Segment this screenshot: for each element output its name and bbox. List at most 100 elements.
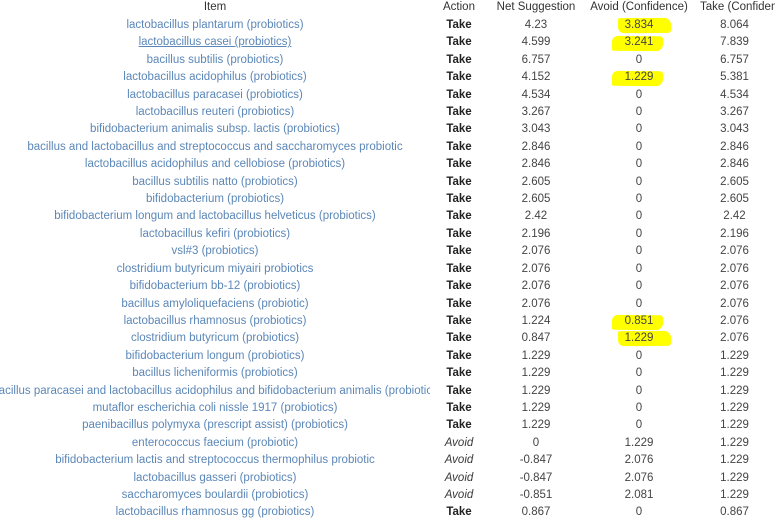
table-row[interactable]: lactobacillus gasseri (probiotics) Avoid -… — [0, 470, 775, 487]
item-link[interactable]: lactobacillus gasseri (probiotics) — [133, 471, 297, 484]
item-link[interactable]: lactobacillus rhamnosus (probiotics) — [123, 314, 307, 327]
column-header-net-suggestion[interactable]: Net Suggestion — [496, 1, 576, 13]
table-row[interactable]: bifidobacterium longum and lactobacillus… — [0, 208, 775, 225]
item-link[interactable]: clostridium butyricum (probiotics) — [130, 332, 300, 345]
item-link[interactable]: lactobacillus acidophilus (probiotics) — [123, 71, 307, 84]
item-link[interactable]: saccharomyces boulardii (probiotics) — [121, 488, 309, 501]
item-link[interactable]: mutaflor escherichia coli nissle 1917 (p… — [92, 401, 338, 414]
table-row[interactable]: lactobacillus paracasei (probiotics) Take… — [0, 87, 775, 104]
cell-net-suggestion: -0.847 — [519, 454, 553, 467]
table-row[interactable]: saccharomyces boulardii (probiotics) Avoi… — [0, 487, 775, 504]
cell-take-confidence: 2.076 — [720, 297, 749, 310]
item-link[interactable]: lactobacillus rhamnosus gg (probiotics) — [115, 506, 315, 519]
cell-take-confidence: 1.229 — [720, 471, 749, 484]
table-row[interactable]: bifidobacterium longum (probiotics) Take 1… — [0, 348, 775, 365]
item-link[interactable]: bacillus subtilis (probiotics) — [146, 53, 284, 66]
table-row[interactable]: bacillus licheniformis (probiotics) Take 1… — [0, 365, 775, 382]
table-row[interactable]: vsl#3 (probiotics) Take 2.076 0 2.076 — [0, 243, 775, 260]
cell-take-confidence: 3.267 — [720, 106, 749, 119]
table-row[interactable]: bifidobacterium lactis and streptococcus… — [0, 452, 775, 469]
item-link[interactable]: bifidobacterium bb-12 (probiotics) — [129, 280, 301, 293]
cell-take-confidence: 2.076 — [720, 245, 749, 258]
cell-take-confidence: 1.229 — [720, 488, 749, 501]
cell-action: Take — [446, 88, 472, 101]
item-link[interactable]: bifidobacterium animalis subsp. lactis (… — [90, 123, 340, 136]
cell-avoid-confidence: 0 — [635, 419, 643, 432]
cell-take-confidence: 1.229 — [720, 367, 749, 380]
cell-take-confidence: 1.229 — [720, 436, 749, 449]
cell-avoid-confidence: 0 — [635, 280, 643, 293]
cell-action: Take — [446, 193, 472, 206]
table-row[interactable]: clostridium butyricum miyairi probiotics… — [0, 261, 775, 278]
item-link[interactable]: lactobacillus acidophilus and cellobiose… — [84, 158, 346, 171]
cell-item: clostridium butyricum (probiotics) — [0, 330, 430, 347]
cell-action: Avoid — [444, 471, 474, 484]
cell-net-suggestion: 1.224 — [521, 314, 551, 327]
cell-net-suggestion: 2.42 — [524, 210, 548, 223]
table-row[interactable]: lactobacillus paracasei and lactobacillu… — [0, 383, 775, 400]
table-row[interactable]: bifidobacterium animalis subsp. lactis (… — [0, 121, 775, 138]
table-row[interactable]: bacillus subtilis natto (probiotics) Take… — [0, 174, 775, 191]
table-row[interactable]: bacillus and lactobacillus and streptoco… — [0, 139, 775, 156]
table-row[interactable]: bifidobacterium (probiotics) Take 2.605 0 2.… — [0, 191, 775, 208]
column-header-take-confidence[interactable]: Take (Confidence) — [700, 1, 775, 13]
cell-net-suggestion: 2.076 — [521, 280, 551, 293]
table-row[interactable]: bacillus subtilis (probiotics) Take 6.757 0… — [0, 52, 775, 69]
item-link[interactable]: lactobacillus paracasei and lactobacillu… — [0, 384, 430, 397]
table-row[interactable]: lactobacillus rhamnosus (probiotics) Take… — [0, 313, 775, 330]
item-link[interactable]: lactobacillus casei (probiotics) — [138, 36, 292, 49]
table-row[interactable]: lactobacillus acidophilus (probiotics) Ta… — [0, 69, 775, 86]
table-row[interactable]: clostridium butyricum (probiotics) Take 0.… — [0, 330, 775, 347]
item-link[interactable]: bifidobacterium longum (probiotics) — [125, 349, 305, 362]
cell-action: Take — [446, 53, 472, 66]
column-header-action[interactable]: Action — [443, 1, 475, 13]
cell-item: bacillus and lactobacillus and streptoco… — [0, 139, 430, 156]
table-row[interactable]: mutaflor escherichia coli nissle 1917 (p… — [0, 400, 775, 417]
cell-action: Avoid — [444, 436, 474, 449]
table-row[interactable]: bifidobacterium bb-12 (probiotics) Take 2.… — [0, 278, 775, 295]
cell-take-confidence: 5.381 — [720, 71, 749, 84]
cell-action: Take — [446, 123, 472, 136]
table-row[interactable]: enterococcus faecium (probiotic) Avoid 0 1.… — [0, 435, 775, 452]
cell-item: bifidobacterium (probiotics) — [0, 191, 430, 208]
table-row[interactable]: lactobacillus kefiri (probiotics) Take 2.1… — [0, 226, 775, 243]
cell-item: saccharomyces boulardii (probiotics) — [0, 487, 430, 504]
item-link[interactable]: bacillus amyloliquefaciens (probiotic) — [121, 297, 309, 310]
item-link[interactable]: vsl#3 (probiotics) — [171, 245, 259, 258]
item-link[interactable]: bifidobacterium (probiotics) — [145, 193, 285, 206]
cell-action: Take — [446, 314, 472, 327]
cell-take-confidence: 1.229 — [720, 454, 749, 467]
item-link[interactable]: lactobacillus plantarum (probiotics) — [126, 19, 304, 31]
column-header-item[interactable]: Item — [203, 1, 227, 13]
item-link[interactable]: clostridium butyricum miyairi probiotics — [116, 262, 314, 275]
table-row[interactable]: lactobacillus casei (probiotics) Take 4.59… — [0, 34, 775, 51]
cell-action: Take — [446, 384, 472, 397]
column-header-avoid-confidence[interactable]: Avoid (Confidence) — [590, 1, 688, 13]
item-link[interactable]: bacillus and lactobacillus and streptoco… — [27, 140, 403, 153]
cell-net-suggestion: 0.867 — [521, 506, 551, 519]
cell-action: Take — [446, 332, 472, 345]
item-link[interactable]: bacillus subtilis natto (probiotics) — [132, 175, 298, 188]
item-link[interactable]: bifidobacterium lactis and streptococcus… — [55, 454, 375, 467]
table-row[interactable]: lactobacillus acidophilus and cellobiose… — [0, 156, 775, 173]
table-row[interactable]: lactobacillus plantarum (probiotics) Take… — [0, 17, 775, 34]
item-link[interactable]: lactobacillus paracasei (probiotics) — [127, 88, 303, 101]
item-link[interactable]: lactobacillus kefiri (probiotics) — [139, 227, 291, 240]
table-row[interactable]: paenibacillus polymyxa (prescript assist… — [0, 417, 775, 434]
cell-action: Avoid — [444, 454, 474, 467]
item-link[interactable]: bifidobacterium longum and lactobacillus… — [54, 210, 376, 223]
cell-item: lactobacillus plantarum (probiotics) — [0, 17, 430, 34]
item-link[interactable]: enterococcus faecium (probiotic) — [131, 436, 299, 449]
cell-net-suggestion: 1.229 — [521, 401, 551, 414]
cell-item: bifidobacterium animalis subsp. lactis (… — [0, 121, 430, 138]
cell-item: lactobacillus acidophilus (probiotics) — [0, 69, 430, 86]
table-row[interactable]: lactobacillus reuteri (probiotics) Take 3.… — [0, 104, 775, 121]
item-link[interactable]: bacillus licheniformis (probiotics) — [132, 367, 298, 380]
table-row[interactable]: bacillus amyloliquefaciens (probiotic) Ta… — [0, 296, 775, 313]
cell-avoid-confidence: 2.076 — [624, 454, 654, 467]
item-link[interactable]: paenibacillus polymyxa (prescript assist… — [82, 419, 348, 432]
cell-avoid-confidence: 0 — [635, 106, 643, 119]
table-row[interactable]: lactobacillus rhamnosus gg (probiotics) T… — [0, 504, 775, 521]
item-link[interactable]: lactobacillus reuteri (probiotics) — [135, 106, 295, 119]
